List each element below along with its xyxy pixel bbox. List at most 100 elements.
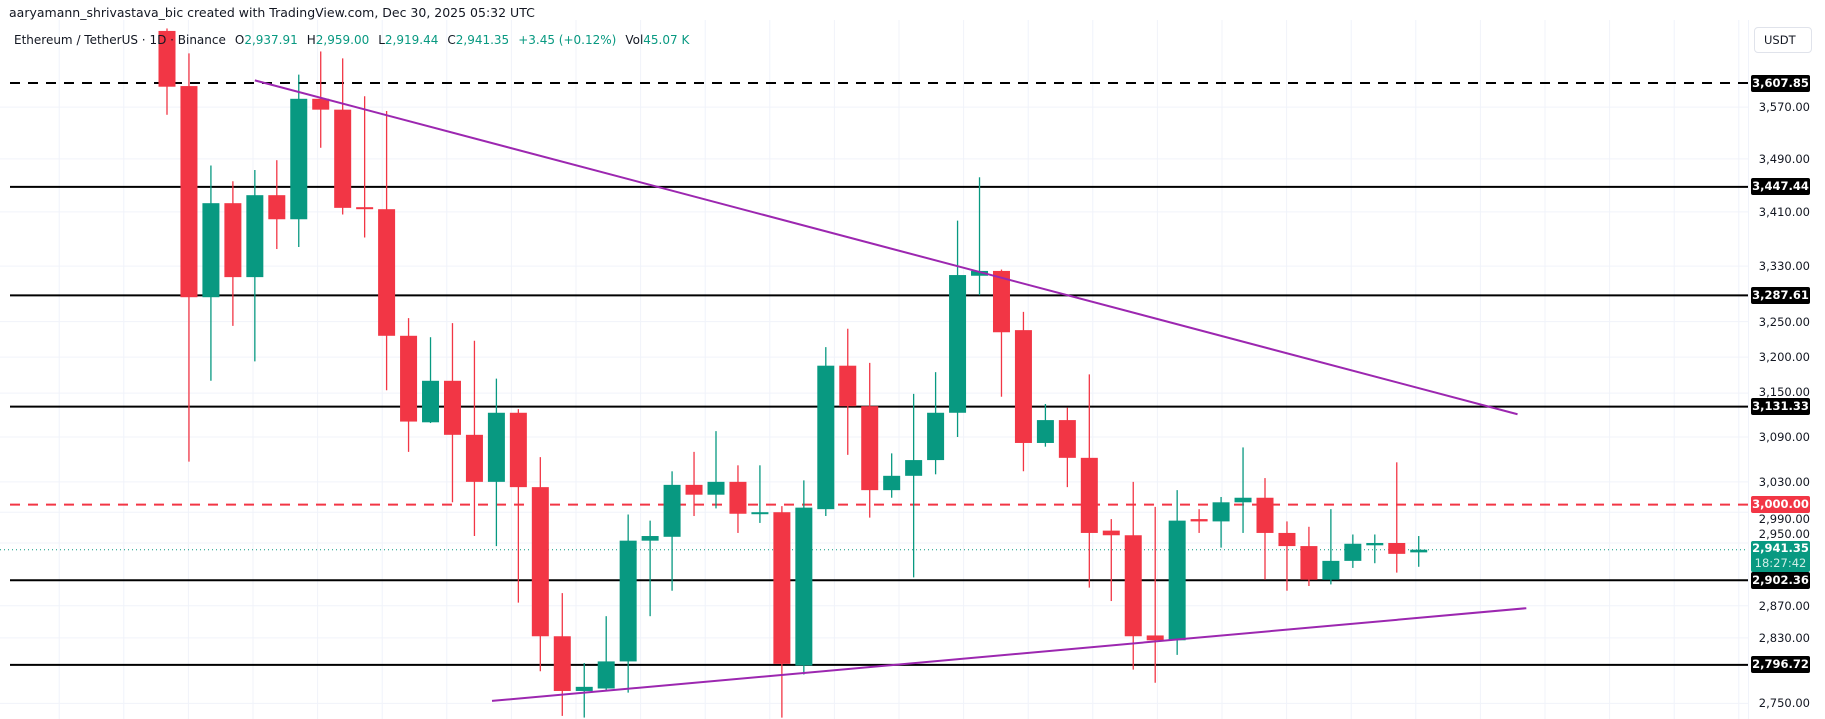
candle-down bbox=[1256, 497, 1274, 533]
y-tick-label: 2,750.00 bbox=[1758, 696, 1810, 711]
candle-up bbox=[1234, 497, 1252, 503]
candle-down bbox=[1278, 532, 1296, 547]
trendline bbox=[254, 79, 1518, 416]
price-axis-divider bbox=[1748, 20, 1749, 719]
ohlc-high: H2,959.00 bbox=[307, 33, 369, 48]
candle-down bbox=[356, 207, 374, 210]
symbol-legend: Ethereum / TetherUS · 1D · Binance O2,93… bbox=[14, 33, 689, 48]
level-price-label: 3,287.61 bbox=[1751, 286, 1810, 304]
candle-down bbox=[531, 487, 549, 637]
candle-down bbox=[861, 406, 879, 491]
price-change: +3.45 (+0.12%) bbox=[518, 33, 617, 47]
candle-up bbox=[751, 512, 769, 515]
candle-down bbox=[1102, 530, 1120, 536]
volume-value: 45.07 K bbox=[643, 33, 690, 47]
candle-up bbox=[927, 412, 945, 461]
grid bbox=[0, 20, 1748, 719]
candle-down bbox=[729, 481, 747, 514]
candle-up bbox=[663, 484, 681, 537]
candle-up bbox=[641, 536, 659, 541]
candle-down bbox=[1190, 519, 1208, 522]
candle-down bbox=[378, 209, 396, 336]
candle-down bbox=[268, 195, 286, 220]
close-key: C bbox=[447, 33, 456, 47]
candle-down bbox=[1058, 420, 1076, 458]
level-price-label: 3,447.44 bbox=[1751, 178, 1810, 196]
close-value: 2,941.35 bbox=[455, 33, 510, 47]
candle-down bbox=[1124, 535, 1142, 637]
candle-down bbox=[158, 30, 176, 87]
candle-up bbox=[971, 270, 989, 276]
trendlines bbox=[254, 79, 1527, 702]
candle-up bbox=[1168, 520, 1186, 641]
candle-up bbox=[575, 686, 593, 691]
candle-down bbox=[1146, 635, 1164, 641]
candle-up bbox=[487, 412, 505, 482]
candle-up bbox=[1410, 549, 1428, 553]
level-price-label: 2,796.72 bbox=[1751, 656, 1810, 674]
candle-up bbox=[795, 507, 813, 666]
y-tick-label: 3,090.00 bbox=[1758, 430, 1810, 445]
volume-key: Vol bbox=[625, 33, 644, 47]
candle-down bbox=[839, 365, 857, 407]
level-price-label: 3,000.00 bbox=[1751, 496, 1810, 514]
high-key: H bbox=[306, 33, 316, 47]
volume: Vol45.07 K bbox=[625, 33, 689, 48]
candle-down bbox=[465, 434, 483, 482]
candle-up bbox=[1344, 543, 1362, 561]
level-price-label: 3,131.33 bbox=[1751, 398, 1810, 416]
candle-up bbox=[619, 540, 637, 662]
candle-up bbox=[1036, 420, 1054, 443]
candle-down bbox=[1388, 542, 1406, 554]
y-tick-label: 3,330.00 bbox=[1758, 259, 1810, 274]
chart-credit: aaryamann_shrivastava_bic created with T… bbox=[9, 5, 535, 20]
bar-countdown: 18:27:42 bbox=[1754, 555, 1807, 570]
candle-down bbox=[509, 412, 527, 488]
candle-up bbox=[290, 98, 308, 220]
low-key: L bbox=[378, 33, 385, 47]
candle-down bbox=[334, 109, 352, 208]
last-price-value: 2,941.35 bbox=[1752, 540, 1809, 555]
trendline bbox=[491, 607, 1527, 702]
high-value: 2,959.00 bbox=[315, 33, 370, 47]
y-tick-label: 3,490.00 bbox=[1758, 151, 1810, 166]
candle-up bbox=[1212, 502, 1230, 522]
candle-up bbox=[422, 380, 440, 423]
y-tick-label: 2,950.00 bbox=[1758, 527, 1810, 542]
open-value: 2,937.91 bbox=[244, 33, 298, 47]
currency-button[interactable]: USDT bbox=[1754, 27, 1812, 53]
candle-up bbox=[246, 195, 264, 278]
ohlc-open: O2,937.91 bbox=[235, 33, 298, 48]
candles bbox=[158, 28, 1428, 718]
candle-down bbox=[1300, 546, 1318, 580]
candle-down bbox=[992, 270, 1010, 333]
candle-up bbox=[817, 365, 835, 510]
y-tick-label: 3,250.00 bbox=[1758, 314, 1810, 329]
candle-up bbox=[1366, 542, 1384, 546]
candle-down bbox=[773, 512, 791, 664]
y-tick-label: 3,030.00 bbox=[1758, 474, 1810, 489]
candle-down bbox=[180, 86, 198, 298]
candle-up bbox=[1322, 560, 1340, 580]
candle-up bbox=[905, 460, 923, 476]
candle-down bbox=[685, 484, 703, 495]
y-tick-label: 3,200.00 bbox=[1758, 350, 1810, 365]
y-tick-label: 2,990.00 bbox=[1758, 512, 1810, 527]
y-tick-label: 3,410.00 bbox=[1758, 204, 1810, 219]
symbol-title[interactable]: Ethereum / TetherUS · 1D · Binance bbox=[14, 33, 226, 47]
level-price-label: 3,607.85 bbox=[1751, 74, 1810, 92]
ohlc-low: L2,919.44 bbox=[378, 33, 438, 48]
last-price-label: 2,941.35 18:27:42 bbox=[1751, 540, 1810, 572]
open-key: O bbox=[234, 33, 245, 47]
candle-up bbox=[949, 275, 967, 413]
candle-down bbox=[400, 335, 418, 422]
ohlc-close: C2,941.35 bbox=[447, 33, 509, 48]
candle-up bbox=[707, 481, 725, 495]
horizontal-levels bbox=[0, 82, 1748, 666]
candle-down bbox=[553, 636, 571, 691]
level-price-label: 2,902.36 bbox=[1751, 571, 1810, 589]
candle-down bbox=[224, 203, 242, 278]
candle-up bbox=[202, 203, 220, 298]
y-tick-label: 3,150.00 bbox=[1758, 385, 1810, 400]
